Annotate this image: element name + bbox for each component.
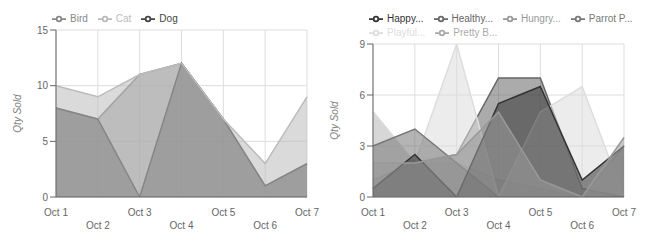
svg-text:9: 9: [359, 39, 365, 50]
svg-text:Oct 1: Oct 1: [44, 207, 68, 218]
svg-text:Oct 5: Oct 5: [528, 207, 552, 218]
svg-text:Oct 3: Oct 3: [128, 207, 152, 218]
svg-text:Oct 7: Oct 7: [295, 207, 319, 218]
svg-text:Oct 2: Oct 2: [403, 220, 427, 231]
svg-text:6: 6: [359, 90, 365, 101]
svg-text:0: 0: [359, 192, 365, 203]
svg-text:0: 0: [42, 192, 48, 203]
html-text:Pretty B...: Pretty B...: [453, 26, 498, 38]
svg-text:Oct 4: Oct 4: [170, 220, 194, 231]
svg-text:Oct 1: Oct 1: [361, 207, 385, 218]
svg-text:Oct 7: Oct 7: [612, 207, 636, 218]
html-text:Hungry...: Hungry...: [521, 12, 561, 24]
html-text:Bird: Bird: [70, 12, 88, 24]
svg-text:Oct 4: Oct 4: [487, 220, 511, 231]
svg-text:3: 3: [359, 141, 365, 152]
svg-text:15: 15: [37, 25, 49, 36]
html-text:Parrot P...: Parrot P...: [588, 12, 633, 24]
svg-text:Oct 3: Oct 3: [445, 207, 469, 218]
svg-text:Oct 2: Oct 2: [86, 220, 110, 231]
svg-text:Oct 6: Oct 6: [570, 220, 594, 231]
svg-text:Oct 5: Oct 5: [211, 207, 235, 218]
svg-text:Qty Sold: Qty Sold: [329, 101, 340, 140]
html-text:Cat: Cat: [115, 12, 132, 24]
html-text:Healthy...: Healthy...: [451, 12, 493, 24]
html-text:Dog: Dog: [159, 12, 178, 24]
svg-text:Oct 6: Oct 6: [253, 220, 277, 231]
html-text:Happy...: Happy...: [387, 12, 424, 24]
svg-text:5: 5: [42, 136, 48, 147]
html-text:Playful...: Playful...: [387, 26, 426, 38]
svg-text:Qty Sold: Qty Sold: [12, 94, 23, 133]
svg-text:10: 10: [37, 80, 49, 91]
